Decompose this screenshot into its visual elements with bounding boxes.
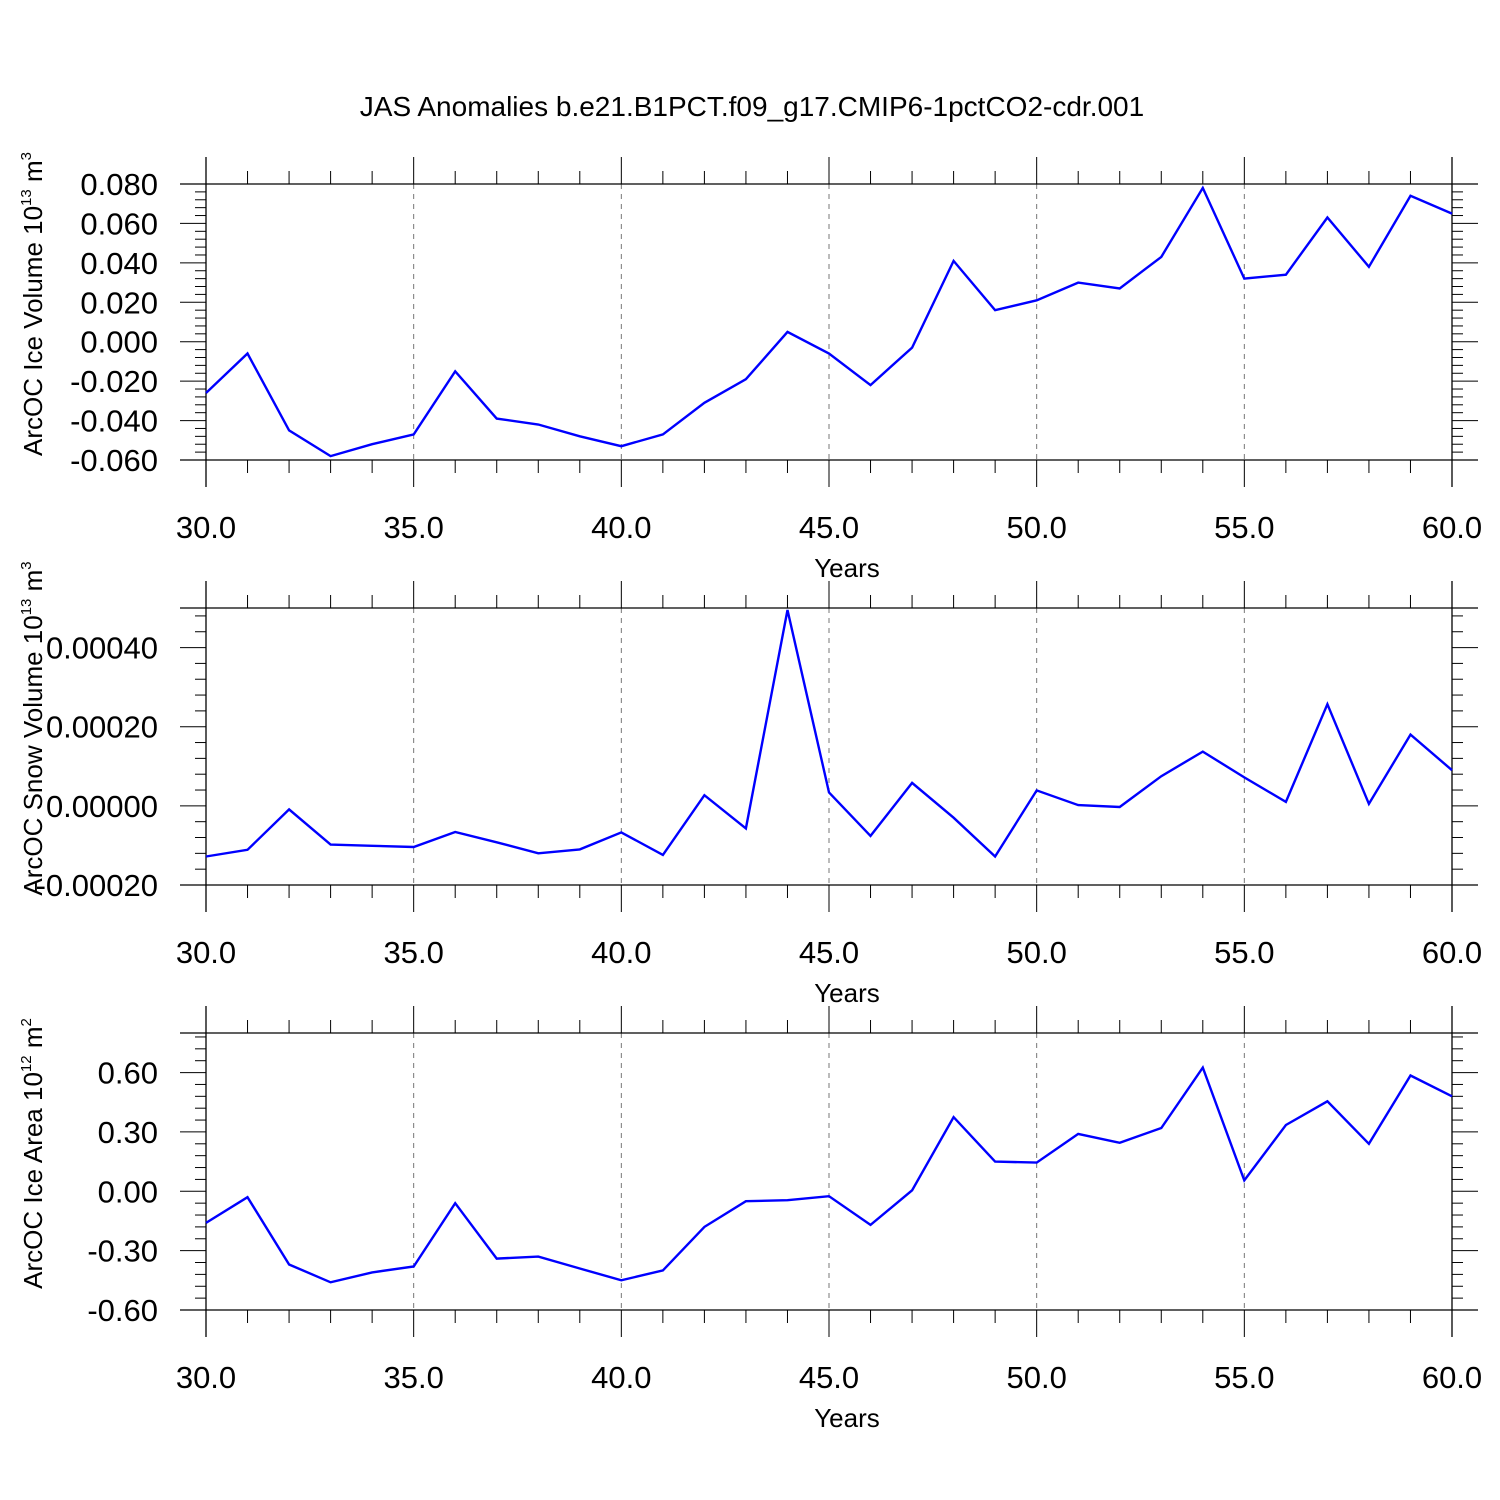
y-tick-label: -0.020 xyxy=(70,364,158,399)
x-tick-label: 35.0 xyxy=(383,1360,443,1395)
y-axis-label: ArcOC Snow Volume 1013 m3 xyxy=(18,561,48,895)
y-tick-label: 0.00020 xyxy=(46,710,158,745)
y-tick-label: -0.040 xyxy=(70,404,158,439)
x-tick-label: 55.0 xyxy=(1214,510,1274,545)
series-line xyxy=(205,609,1453,859)
y-tick-label: 0.00040 xyxy=(46,631,158,666)
x-tick-label: 30.0 xyxy=(176,935,236,970)
x-axis-label: Years xyxy=(814,978,880,1008)
x-tick-label: 30.0 xyxy=(176,510,236,545)
y-tick-label: 0.000 xyxy=(80,325,158,360)
y-tick-label: 0.060 xyxy=(80,206,158,241)
y-tick-label: -0.060 xyxy=(70,443,158,478)
x-tick-label: 60.0 xyxy=(1422,1360,1482,1395)
panel-2: -0.00020 0.00000 0.00020 0.00040 30.0 35.0 40.… xyxy=(18,561,1482,1008)
x-tick-label: 60.0 xyxy=(1422,510,1482,545)
x-tick-label: 55.0 xyxy=(1214,1360,1274,1395)
y-axis-label: ArcOC Ice Volume 1013 m3 xyxy=(18,152,48,456)
x-tick-label: 35.0 xyxy=(383,935,443,970)
x-axis-label: Years xyxy=(814,553,880,583)
x-tick-label: 60.0 xyxy=(1422,935,1482,970)
figure-title: JAS Anomalies b.e21.B1PCT.f09_g17.CMIP6-… xyxy=(360,91,1144,122)
x-tick-label: 50.0 xyxy=(1006,1360,1066,1395)
x-tick-label: 45.0 xyxy=(799,1360,859,1395)
x-tick-label: 30.0 xyxy=(176,1360,236,1395)
x-axis-label: Years xyxy=(814,1403,880,1433)
x-tick-label: 40.0 xyxy=(591,1360,651,1395)
y-tick-label: 0.60 xyxy=(98,1056,158,1091)
series-line xyxy=(205,1065,1453,1284)
x-tick-label: 45.0 xyxy=(799,935,859,970)
y-tick-label: 0.040 xyxy=(80,246,158,281)
x-tick-label: 45.0 xyxy=(799,510,859,545)
series-line xyxy=(205,185,1453,458)
x-tick-label: 40.0 xyxy=(591,510,651,545)
y-tick-label: 0.080 xyxy=(80,167,158,202)
panel-3: -0.60 -0.30 0.00 0.30 0.60 30.0 35.0 40.0 45.0 50… xyxy=(18,1006,1482,1433)
y-tick-label: 0.00000 xyxy=(46,789,158,824)
panels: -0.060 -0.040 -0.020 0.000 0.020 0.040 0.060 0.… xyxy=(18,152,1482,1433)
panel-1: -0.060 -0.040 -0.020 0.000 0.020 0.040 0.060 0.… xyxy=(18,152,1482,583)
x-tick-label: 55.0 xyxy=(1214,935,1274,970)
y-tick-label: 0.00 xyxy=(98,1174,158,1209)
y-tick-label: -0.30 xyxy=(87,1234,158,1269)
y-tick-label: -0.00020 xyxy=(36,868,158,903)
x-tick-label: 35.0 xyxy=(383,510,443,545)
y-tick-label: 0.020 xyxy=(80,285,158,320)
y-tick-label: -0.60 xyxy=(87,1293,158,1328)
y-axis-label: ArcOC Ice Area 1012 m2 xyxy=(18,1018,48,1289)
x-tick-label: 50.0 xyxy=(1006,935,1066,970)
x-tick-label: 40.0 xyxy=(591,935,651,970)
y-tick-label: 0.30 xyxy=(98,1115,158,1150)
x-tick-label: 50.0 xyxy=(1006,510,1066,545)
